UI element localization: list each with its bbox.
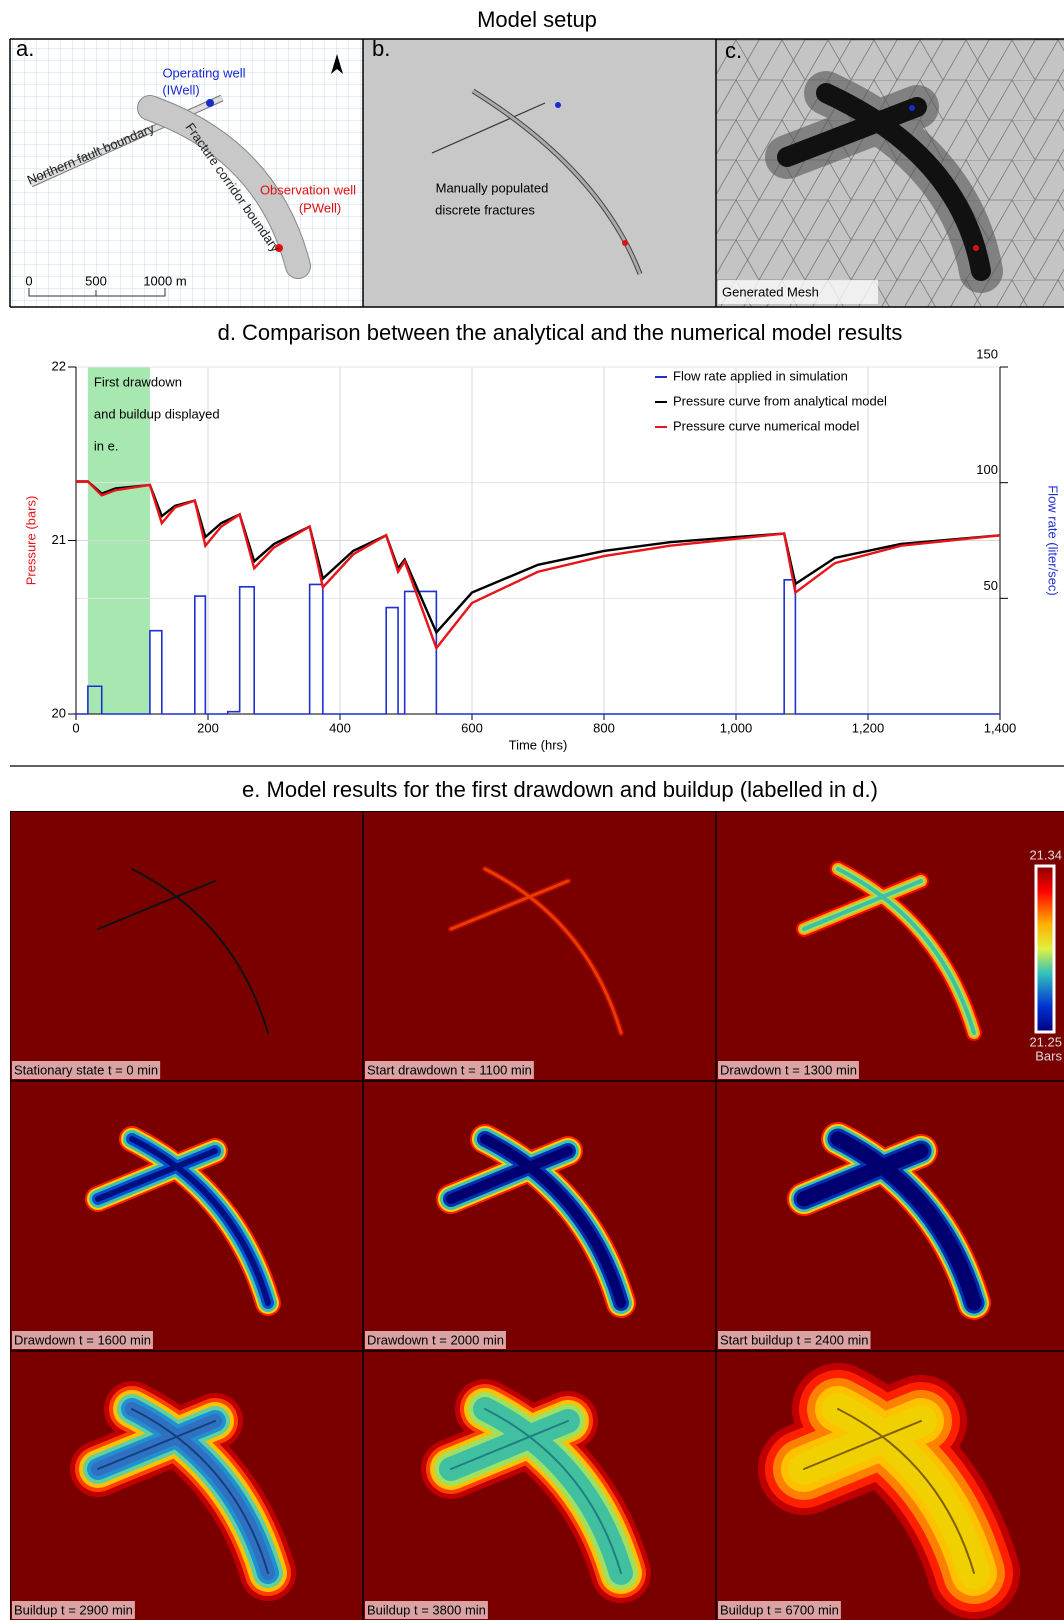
panel-e-title: e. Model results for the first drawdown … (242, 777, 878, 802)
panel-bg (716, 1081, 1064, 1351)
operating-well (206, 99, 214, 107)
figure: Model setup a. Operating well (IWell) Ob… (0, 0, 1064, 1620)
well-label: Observation well (260, 182, 356, 197)
result-panel: Drawdown t = 1300 min (716, 811, 1064, 1081)
result-panel: Buildup t = 2900 min (10, 1351, 363, 1620)
well-label: (PWell) (299, 200, 341, 215)
panel-bg (10, 1351, 363, 1620)
annotation: and buildup displayed (94, 406, 220, 421)
x-tick-label: 600 (461, 720, 483, 735)
caption: Start drawdown t = 1100 min (367, 1062, 532, 1077)
y2-axis-label: Flow rate (liter/sec) (1046, 485, 1061, 596)
colorbar (1036, 866, 1054, 1032)
caption: Drawdown t = 1600 min (14, 1332, 151, 1347)
panel-bg (10, 1081, 363, 1351)
panel-bg (716, 811, 1064, 1081)
x-axis-label: Time (hrs) (509, 737, 568, 752)
panel-grid: Stationary state t = 0 min Start drawdown… (10, 811, 1064, 1620)
x-tick-label: 400 (329, 720, 351, 735)
result-panel: Start buildup t = 2400 min (716, 1081, 1064, 1351)
figure-title: Model setup (477, 7, 597, 32)
scale-label: 1000 m (143, 273, 186, 288)
panel-c: c. Generated Mesh (716, 38, 1064, 307)
legend-label: Pressure curve from analytical model (673, 393, 887, 408)
x-tick-label: 0 (72, 720, 79, 735)
result-panel: Buildup t = 6700 min (716, 1351, 1064, 1620)
chart: 0 200 400 600 800 1,000 1,200 1,400 20 21 22 50 100 1… (23, 346, 1060, 752)
result-panel: Drawdown t = 2000 min (363, 1081, 716, 1351)
x-tick-label: 1,400 (984, 720, 1017, 735)
panel-label: c. (725, 38, 742, 63)
result-panel: Buildup t = 3800 min (363, 1351, 716, 1620)
result-panel: Start drawdown t = 1100 min (363, 811, 716, 1081)
result-panel: Stationary state t = 0 min (10, 811, 363, 1081)
chart-title: d. Comparison between the analytical and… (218, 320, 903, 345)
panel-bg (363, 811, 716, 1081)
observation-well (622, 240, 628, 246)
panel-e: Stationary state t = 0 min Start drawdown… (10, 811, 1064, 1620)
series-line (76, 580, 1000, 714)
caption: Start buildup t = 2400 min (720, 1332, 869, 1347)
panel-b: b. Manually populated discrete fractures (363, 36, 716, 307)
legend-label: Pressure curve numerical model (673, 418, 860, 433)
caption: Buildup t = 3800 min (367, 1602, 486, 1617)
x-tick-label: 1,200 (852, 720, 885, 735)
x-tick-label: 800 (593, 720, 615, 735)
operating-well (555, 102, 561, 108)
y2-tick-label: 50 (984, 578, 998, 593)
panel-bg (10, 811, 363, 1081)
legend-label: Flow rate applied in simulation (673, 368, 848, 383)
observation-well (973, 245, 979, 251)
colorbar-unit: Bars (1035, 1048, 1062, 1063)
panel-bg (363, 39, 716, 307)
colorbar-max: 21.34 (1029, 847, 1062, 862)
y-tick-label: 21 (52, 532, 66, 547)
colorbar-min: 21.25 (1029, 1034, 1062, 1049)
x-tick-label: 1,000 (720, 720, 753, 735)
well-label: (IWell) (162, 82, 199, 97)
operating-well (909, 105, 915, 111)
x-tick-label: 200 (197, 720, 219, 735)
well-label: Operating well (162, 65, 245, 80)
note: Manually populated (436, 180, 549, 195)
result-panel: Drawdown t = 1600 min (10, 1081, 363, 1351)
scale-label: 0 (25, 273, 32, 288)
note: Generated Mesh (722, 284, 819, 299)
y2-tick-label: 150 (976, 346, 998, 361)
y-tick-label: 22 (52, 358, 66, 373)
y2-tick-label: 100 (976, 462, 998, 477)
caption: Stationary state t = 0 min (14, 1062, 158, 1077)
y-axis-label: Pressure (bars) (23, 496, 38, 586)
note: discrete fractures (435, 202, 535, 217)
mesh (716, 39, 1064, 307)
caption: Drawdown t = 1300 min (720, 1062, 857, 1077)
panel-bg (363, 1081, 716, 1351)
y-tick-label: 20 (52, 705, 66, 720)
caption: Buildup t = 2900 min (14, 1602, 133, 1617)
caption: Drawdown t = 2000 min (367, 1332, 504, 1347)
scale-label: 500 (85, 273, 107, 288)
annotation: First drawdown (94, 374, 182, 389)
caption: Buildup t = 6700 min (720, 1602, 839, 1617)
annotation: in e. (94, 438, 119, 453)
panel-a: a. Operating well (IWell) Observation we… (10, 36, 363, 307)
